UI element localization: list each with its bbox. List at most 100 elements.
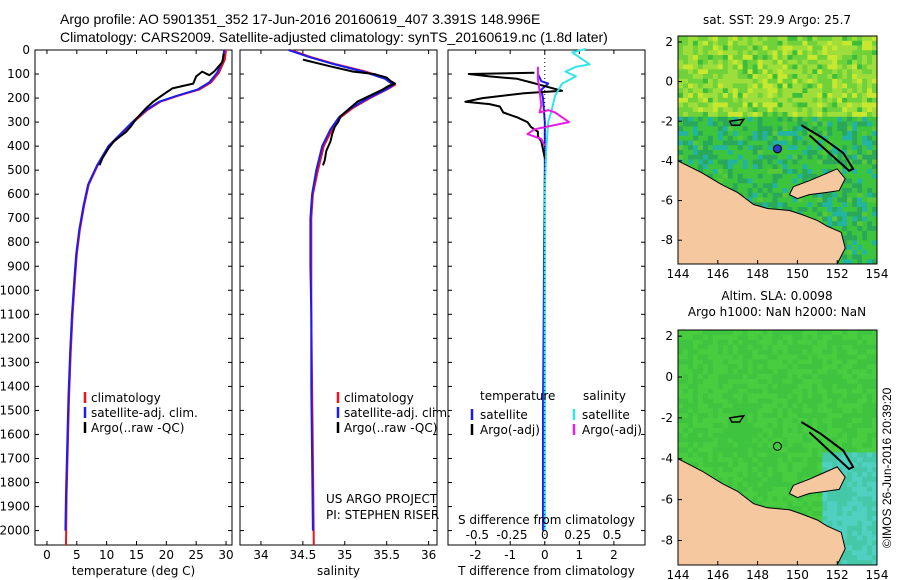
sla-map-cell <box>792 344 798 350</box>
sst-map-cell <box>752 131 758 136</box>
sst-map-cell <box>767 83 773 89</box>
sla-map-cell <box>822 403 828 409</box>
sst-map-cell <box>787 116 793 122</box>
sst-map-cell <box>787 183 793 189</box>
sst-map-cell <box>842 216 848 222</box>
sst-map-cell <box>757 178 763 184</box>
sst-map-cell <box>742 36 748 41</box>
sla-map-cell <box>822 334 828 341</box>
sla-map-cell <box>832 437 838 443</box>
sla-map-cell <box>852 452 858 458</box>
sla-map-cell <box>757 418 763 424</box>
sla-map-cell <box>817 496 823 502</box>
sst-map-cell <box>812 102 818 108</box>
sst-map-cell <box>857 178 863 184</box>
sla-map-cell <box>837 525 843 531</box>
sla-map-cell <box>807 388 813 394</box>
sla-map-cell <box>847 349 853 355</box>
sla-map-cell <box>847 491 853 497</box>
sst-map-cell <box>797 131 803 136</box>
sla-map-cell <box>742 339 748 345</box>
sla-map-cell <box>712 374 719 380</box>
sla-map-cell <box>807 432 813 438</box>
sst-map-cell <box>772 116 778 122</box>
sst-map-cell <box>847 97 853 103</box>
sla-map-cell <box>867 359 873 365</box>
sla-map-cell <box>872 432 878 438</box>
sla-map-cell <box>862 330 868 336</box>
sst-map-cell <box>867 135 873 141</box>
sst-map-cell <box>847 249 853 255</box>
sst-map-cell <box>717 45 724 51</box>
sla-map-cell <box>737 349 743 355</box>
sla-map-cell <box>712 408 719 414</box>
sla-map-cell <box>832 339 838 345</box>
sst-map-cell <box>688 50 694 56</box>
sst-map-cell <box>737 97 743 103</box>
sla-map-cell <box>707 427 714 434</box>
sst-map-cell <box>847 74 853 79</box>
sla-map-cell <box>817 403 823 409</box>
sst-map-cell <box>752 150 758 155</box>
sla-map-cell <box>683 334 689 341</box>
sla-map-cell <box>717 447 724 453</box>
sla-map-cell <box>757 467 763 473</box>
sla-map-cell <box>777 427 783 434</box>
sla-map-cell <box>742 354 748 360</box>
sla-map-cell <box>872 354 878 360</box>
sst-map-cell <box>772 107 778 113</box>
sst-map-cell <box>792 78 798 84</box>
sla-map-cell <box>822 467 828 473</box>
sst-map-cell <box>782 121 788 127</box>
sst-map-cell <box>762 40 768 46</box>
sst-map-cell <box>702 74 709 79</box>
sst-map-cell <box>757 50 763 56</box>
sla-map-cell <box>812 472 818 478</box>
sst-map-cell <box>857 93 863 98</box>
sla-map-cell <box>827 418 833 424</box>
sst-map-cell <box>782 50 788 56</box>
sla-map-cell <box>847 506 853 512</box>
sla-map-cell <box>732 418 738 424</box>
sst-map-cell <box>707 78 714 84</box>
sst-map-cell <box>802 78 808 84</box>
sst-map-cell <box>852 169 858 174</box>
sla-map-cell <box>812 447 818 453</box>
sst-map-cell <box>787 150 793 155</box>
sst-map-cell <box>692 131 699 136</box>
sst-map-cell <box>752 121 758 127</box>
sst-map-cell <box>678 116 684 122</box>
sla-map-cell <box>762 481 768 487</box>
sst-map-cell <box>872 249 878 255</box>
sla-map-cell <box>692 334 699 341</box>
sst-map-cell <box>717 55 724 60</box>
sst-map-cell <box>688 107 694 113</box>
sst-map-cell <box>822 107 828 113</box>
sst-map-cell <box>757 55 763 60</box>
sla-map-cell <box>827 339 833 345</box>
sst-map-cell <box>852 221 858 227</box>
sst-map-cell <box>772 97 778 103</box>
sla-map-cell <box>732 398 738 404</box>
sst-map-cell <box>822 55 828 60</box>
sla-map-cell <box>683 383 689 390</box>
sst-map-cell <box>812 202 818 208</box>
sst-map-cell <box>802 202 808 208</box>
sla-map-cell <box>872 501 878 507</box>
sst-map-cell <box>787 207 793 212</box>
sst-map-cell <box>727 55 734 60</box>
sla-map-cell <box>683 398 689 404</box>
salinity-xtick-label: 36 <box>421 548 436 562</box>
sla-map-cell <box>842 403 848 409</box>
sla-map-ytick-label: 2 <box>665 329 673 343</box>
sst-map-cell <box>807 112 813 117</box>
sla-map-cell <box>872 496 878 502</box>
sla-map-cell <box>852 545 858 551</box>
sla-map-cell <box>817 408 823 414</box>
sla-map-cell <box>837 383 843 390</box>
sla-map-cell <box>777 393 783 399</box>
sla-map-cell <box>842 334 848 341</box>
sst-map-cell <box>822 50 828 56</box>
sla-map-cell <box>762 334 768 341</box>
sla-map-cell <box>722 413 729 419</box>
